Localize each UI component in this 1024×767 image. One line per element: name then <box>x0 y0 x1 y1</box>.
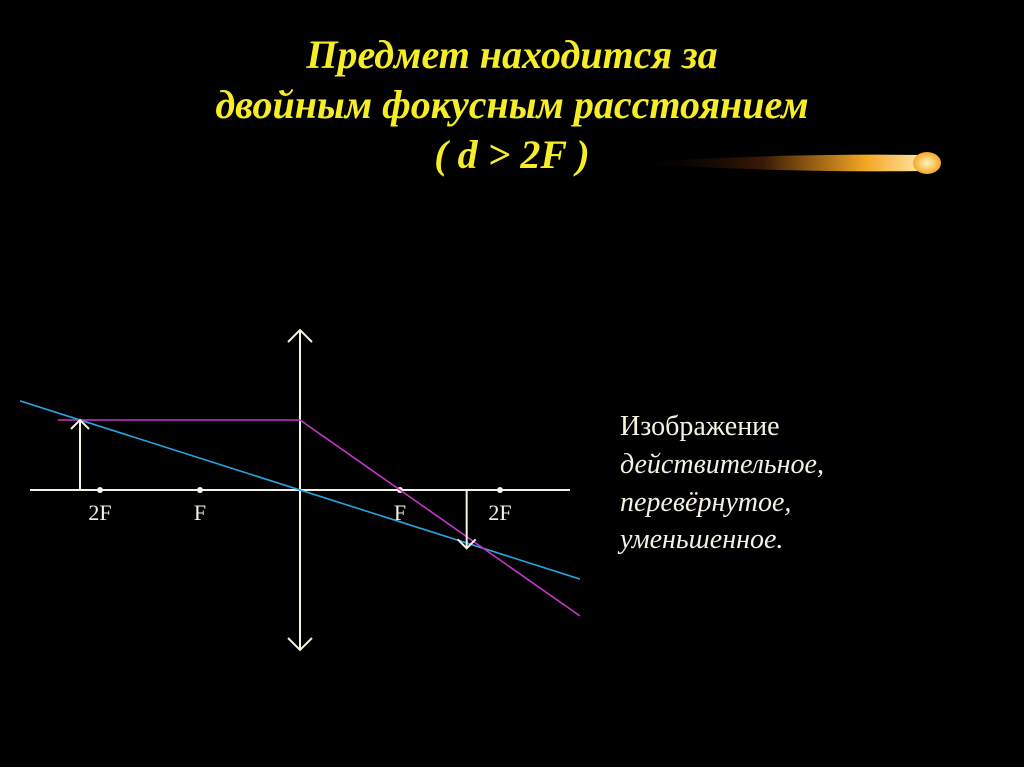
image-description: Изображение действительное, перевёрнутое… <box>620 408 1000 559</box>
focal-point-pos2F <box>497 487 503 493</box>
ray-refracted-segment <box>300 420 580 616</box>
focal-point-neg2F <box>97 487 103 493</box>
caption-word-reduced: уменьшенное. <box>620 524 783 555</box>
slide: Предмет находится за двойным фокусным ра… <box>0 0 1024 767</box>
focal-label-negF: F <box>194 500 206 525</box>
title-line-1: Предмет находится за <box>0 30 1024 80</box>
title-line-3: ( d > 2F ) <box>0 130 1024 180</box>
caption-intro: Изображение <box>620 411 780 442</box>
title-line-2: двойным фокусным расстоянием <box>0 80 1024 130</box>
slide-title: Предмет находится за двойным фокусным ра… <box>0 30 1024 180</box>
focal-point-negF <box>197 487 203 493</box>
caption-word-real: действительное, <box>620 449 824 480</box>
caption-word-inverted: перевёрнутое, <box>620 487 791 518</box>
optics-diagram: 2FFF2F <box>20 290 580 710</box>
focal-label-pos2F: 2F <box>488 500 511 525</box>
focal-label-neg2F: 2F <box>88 500 111 525</box>
